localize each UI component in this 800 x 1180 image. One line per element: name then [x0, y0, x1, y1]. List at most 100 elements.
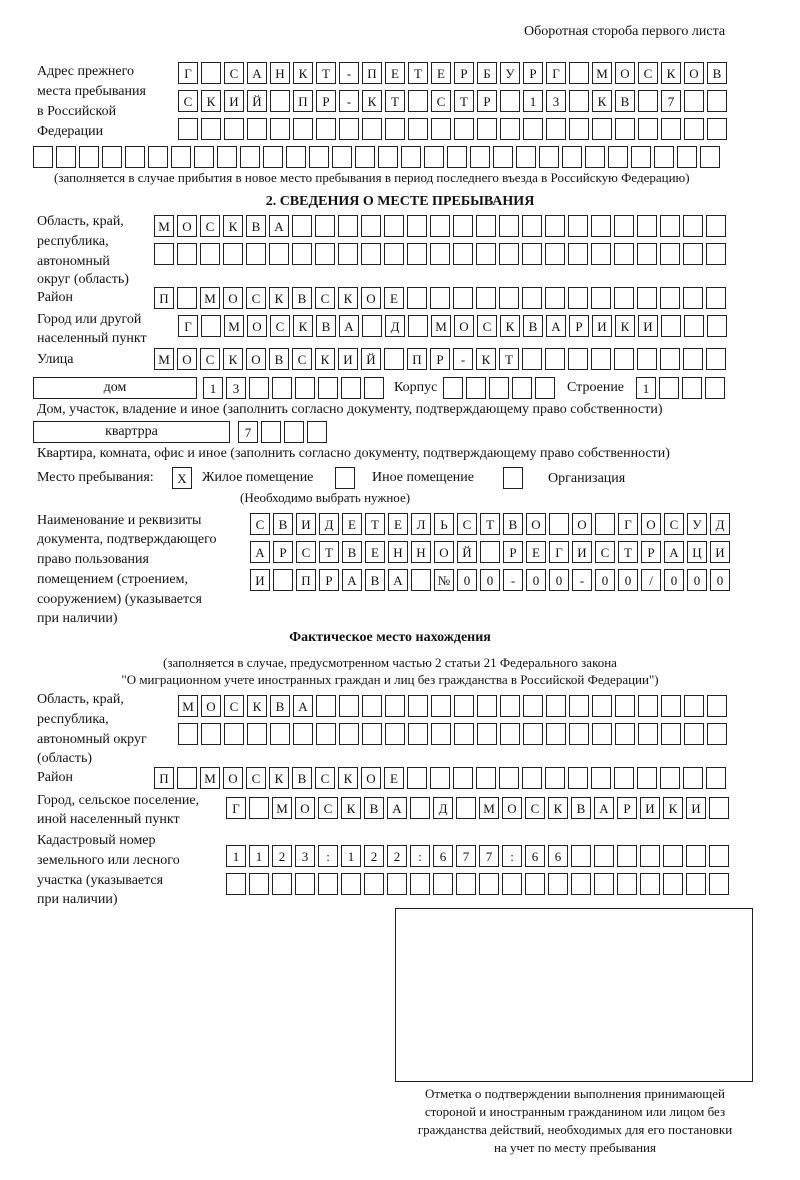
char-cell[interactable] — [700, 146, 720, 168]
char-cell[interactable]: Г — [549, 541, 569, 563]
char-cell[interactable]: В — [707, 62, 727, 84]
char-cell[interactable] — [523, 723, 543, 745]
char-cell[interactable] — [453, 287, 473, 309]
char-cell[interactable]: С — [457, 513, 477, 535]
char-cell[interactable] — [443, 377, 463, 399]
char-cell[interactable]: П — [154, 767, 174, 789]
char-cell[interactable] — [247, 723, 267, 745]
char-cell[interactable]: 0 — [549, 569, 569, 591]
char-cell[interactable]: К — [201, 90, 221, 112]
char-cell[interactable]: Т — [316, 62, 336, 84]
char-cell[interactable]: К — [315, 348, 335, 370]
char-cell[interactable] — [454, 723, 474, 745]
char-cell[interactable] — [638, 118, 658, 140]
char-cell[interactable] — [569, 90, 589, 112]
char-cell[interactable] — [545, 348, 565, 370]
char-cell[interactable]: Р — [430, 348, 450, 370]
char-cell[interactable]: И — [592, 315, 612, 337]
char-cell[interactable]: Н — [388, 541, 408, 563]
char-cell[interactable] — [614, 243, 634, 265]
char-cell[interactable]: Е — [526, 541, 546, 563]
char-cell[interactable] — [362, 118, 382, 140]
char-cell[interactable] — [456, 873, 476, 895]
char-cell[interactable] — [585, 146, 605, 168]
char-cell[interactable]: К — [663, 797, 683, 819]
char-cell[interactable]: 7 — [238, 421, 258, 443]
char-cell[interactable] — [477, 118, 497, 140]
char-cell[interactable] — [401, 146, 421, 168]
char-cell[interactable]: О — [223, 767, 243, 789]
char-cell[interactable]: Й — [247, 90, 267, 112]
char-cell[interactable]: Р — [316, 90, 336, 112]
char-cell[interactable]: Й — [457, 541, 477, 563]
char-cell[interactable] — [431, 695, 451, 717]
char-cell[interactable] — [430, 287, 450, 309]
char-cell[interactable] — [318, 377, 338, 399]
char-cell[interactable]: П — [154, 287, 174, 309]
char-cell[interactable]: А — [594, 797, 614, 819]
char-cell[interactable]: У — [687, 513, 707, 535]
char-cell[interactable]: К — [338, 767, 358, 789]
char-cell[interactable] — [154, 243, 174, 265]
char-cell[interactable]: И — [710, 541, 730, 563]
char-cell[interactable] — [447, 146, 467, 168]
char-cell[interactable] — [477, 723, 497, 745]
char-cell[interactable] — [638, 723, 658, 745]
char-cell[interactable]: М — [272, 797, 292, 819]
char-cell[interactable] — [686, 873, 706, 895]
char-cell[interactable] — [378, 146, 398, 168]
char-cell[interactable]: 1 — [341, 845, 361, 867]
char-cell[interactable] — [660, 215, 680, 237]
char-cell[interactable] — [568, 767, 588, 789]
char-cell[interactable] — [571, 845, 591, 867]
char-cell[interactable]: В — [364, 797, 384, 819]
char-cell[interactable] — [339, 723, 359, 745]
char-cell[interactable]: К — [592, 90, 612, 112]
char-cell[interactable] — [315, 215, 335, 237]
char-cell[interactable]: 3 — [295, 845, 315, 867]
char-cell[interactable] — [286, 146, 306, 168]
char-cell[interactable]: Н — [411, 541, 431, 563]
char-cell[interactable]: О — [295, 797, 315, 819]
char-cell[interactable] — [178, 118, 198, 140]
char-cell[interactable]: А — [388, 569, 408, 591]
char-cell[interactable]: Р — [319, 569, 339, 591]
char-cell[interactable]: О — [454, 315, 474, 337]
char-cell[interactable] — [408, 118, 428, 140]
char-cell[interactable]: Г — [618, 513, 638, 535]
char-cell[interactable]: М — [178, 695, 198, 717]
char-cell[interactable] — [660, 767, 680, 789]
char-cell[interactable]: В — [292, 767, 312, 789]
char-cell[interactable]: А — [387, 797, 407, 819]
char-cell[interactable]: 1 — [523, 90, 543, 112]
char-cell[interactable]: О — [177, 215, 197, 237]
char-cell[interactable]: 3 — [226, 377, 246, 399]
char-cell[interactable]: К — [338, 287, 358, 309]
char-cell[interactable] — [125, 146, 145, 168]
char-cell[interactable] — [591, 243, 611, 265]
char-cell[interactable] — [408, 90, 428, 112]
char-cell[interactable] — [525, 873, 545, 895]
char-cell[interactable] — [56, 146, 76, 168]
char-cell[interactable]: В — [571, 797, 591, 819]
char-cell[interactable]: Р — [641, 541, 661, 563]
char-cell[interactable]: П — [407, 348, 427, 370]
char-cell[interactable] — [433, 873, 453, 895]
char-cell[interactable] — [705, 377, 725, 399]
char-cell[interactable] — [307, 421, 327, 443]
char-cell[interactable] — [637, 287, 657, 309]
char-cell[interactable] — [411, 569, 431, 591]
char-cell[interactable] — [201, 62, 221, 84]
char-cell[interactable]: С — [270, 315, 290, 337]
char-cell[interactable]: У — [500, 62, 520, 84]
char-cell[interactable] — [408, 315, 428, 337]
char-cell[interactable] — [454, 118, 474, 140]
char-cell[interactable] — [476, 215, 496, 237]
char-cell[interactable]: С — [296, 541, 316, 563]
char-cell[interactable] — [480, 541, 500, 563]
char-cell[interactable] — [546, 118, 566, 140]
char-cell[interactable] — [548, 873, 568, 895]
char-cell[interactable]: С — [595, 541, 615, 563]
char-cell[interactable]: К — [476, 348, 496, 370]
